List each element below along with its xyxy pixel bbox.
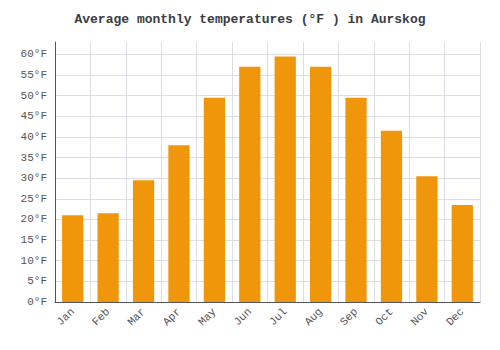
svg-text:Dec: Dec	[444, 306, 466, 328]
svg-text:40°F: 40°F	[21, 131, 47, 143]
svg-text:50°F: 50°F	[21, 90, 47, 102]
svg-text:May: May	[196, 305, 219, 328]
svg-text:Sep: Sep	[338, 306, 360, 328]
svg-text:Oct: Oct	[373, 306, 395, 328]
svg-text:Aug: Aug	[302, 306, 324, 328]
svg-text:60°F: 60°F	[21, 48, 47, 60]
svg-text:Jan: Jan	[54, 306, 76, 328]
svg-text:Jul: Jul	[267, 306, 289, 328]
svg-text:30°F: 30°F	[21, 172, 47, 184]
svg-text:Nov: Nov	[409, 305, 432, 328]
svg-text:55°F: 55°F	[21, 69, 47, 81]
svg-text:25°F: 25°F	[21, 193, 47, 205]
svg-text:Mar: Mar	[125, 306, 147, 328]
svg-text:Apr: Apr	[161, 306, 183, 328]
svg-text:Jun: Jun	[232, 306, 254, 328]
svg-text:0°F: 0°F	[27, 296, 47, 308]
svg-text:45°F: 45°F	[21, 110, 47, 122]
svg-text:Feb: Feb	[90, 306, 112, 328]
svg-text:5°F: 5°F	[27, 275, 47, 287]
svg-text:15°F: 15°F	[21, 234, 47, 246]
svg-text:Average monthly temperatures (: Average monthly temperatures (°F ) in Au…	[74, 12, 425, 27]
svg-text:20°F: 20°F	[21, 213, 47, 225]
svg-text:10°F: 10°F	[21, 255, 47, 267]
svg-text:35°F: 35°F	[21, 152, 47, 164]
